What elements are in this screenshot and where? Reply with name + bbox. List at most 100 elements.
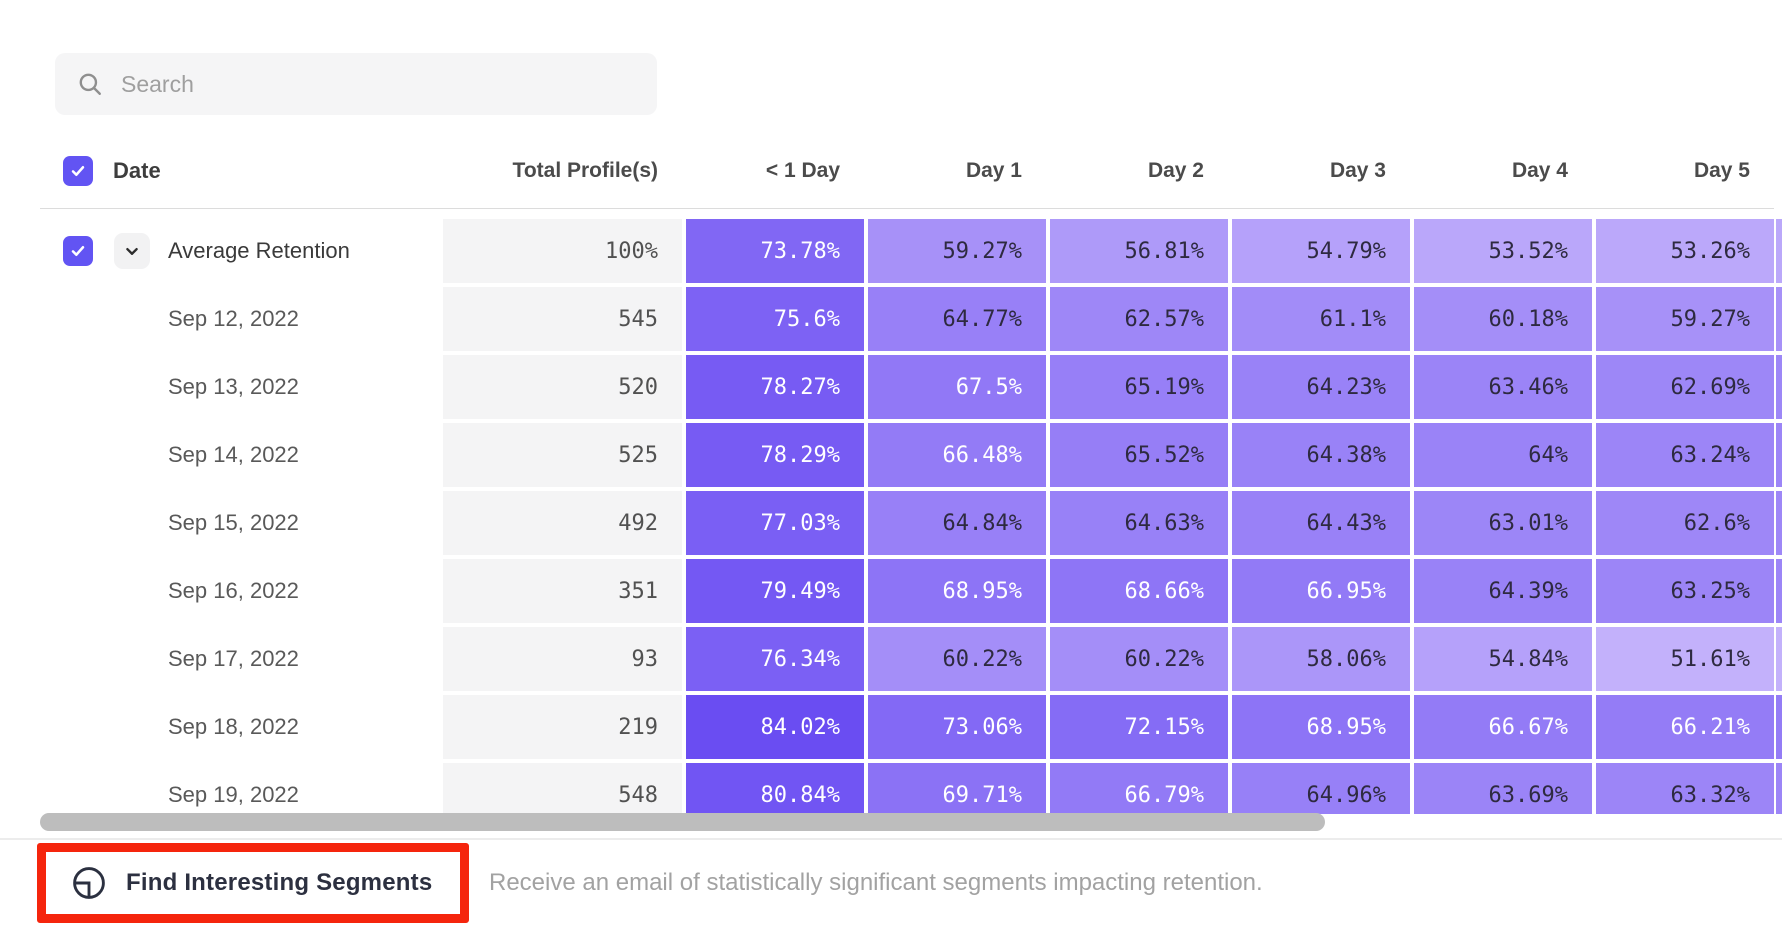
- retention-cell[interactable]: 73.78%: [686, 219, 864, 283]
- retention-cell[interactable]: 60.22%: [1050, 627, 1228, 691]
- retention-table-body: Average Retention 100% 73.78% 59.27% 56.81% 5…: [0, 208, 1782, 814]
- retention-cell[interactable]: 80.84%: [686, 763, 864, 814]
- search-icon: [79, 73, 101, 95]
- retention-cell-clipped: [1776, 423, 1782, 487]
- column-header-day-4[interactable]: Day 4: [1511, 159, 1568, 182]
- retention-cell[interactable]: 62.69%: [1596, 355, 1774, 419]
- retention-cell[interactable]: 63.46%: [1414, 355, 1592, 419]
- retention-cell[interactable]: 59.27%: [1596, 287, 1774, 351]
- retention-cell[interactable]: 62.57%: [1050, 287, 1228, 351]
- retention-cell[interactable]: 64.84%: [868, 491, 1046, 555]
- total-profiles-cell: 93: [443, 627, 682, 691]
- retention-cell-clipped: [1776, 695, 1782, 759]
- check-icon: [71, 166, 85, 176]
- retention-cell[interactable]: 66.79%: [1050, 763, 1228, 814]
- retention-cell[interactable]: 64.23%: [1232, 355, 1410, 419]
- retention-cell[interactable]: 77.03%: [686, 491, 864, 555]
- retention-cell[interactable]: 63.25%: [1596, 559, 1774, 623]
- row-date-label: Sep 12, 2022: [168, 306, 299, 331]
- retention-cell[interactable]: 62.6%: [1596, 491, 1774, 555]
- search-box[interactable]: [55, 53, 657, 115]
- row-date-label: Sep 13, 2022: [168, 374, 299, 399]
- retention-cell[interactable]: 67.5%: [868, 355, 1046, 419]
- retention-cell[interactable]: 66.67%: [1414, 695, 1592, 759]
- column-header-lt-1-day[interactable]: < 1 Day: [765, 159, 840, 182]
- retention-cell[interactable]: 56.81%: [1050, 219, 1228, 283]
- row-date-label: Sep 15, 2022: [168, 510, 299, 535]
- total-profiles-cell: 525: [443, 423, 682, 487]
- total-profiles-cell: 100%: [443, 219, 682, 283]
- retention-cell[interactable]: 53.26%: [1596, 219, 1774, 283]
- row-date-label: Sep 14, 2022: [168, 442, 299, 467]
- segments-button-label: Find Interesting Segments: [126, 869, 433, 896]
- column-header-date[interactable]: Date: [113, 158, 161, 183]
- retention-cell[interactable]: 84.02%: [686, 695, 864, 759]
- column-header-day-1[interactable]: Day 1: [965, 159, 1022, 182]
- retention-cell[interactable]: 60.22%: [868, 627, 1046, 691]
- retention-cell-clipped: [1776, 559, 1782, 623]
- retention-cell[interactable]: 64.96%: [1232, 763, 1410, 814]
- total-profiles-cell: 520: [443, 355, 682, 419]
- row-checkbox[interactable]: [63, 236, 93, 266]
- retention-cell[interactable]: 64.63%: [1050, 491, 1228, 555]
- retention-cell[interactable]: 69.71%: [868, 763, 1046, 814]
- column-header-day-2[interactable]: Day 2: [1147, 159, 1204, 182]
- column-header-day-5[interactable]: Day 5: [1693, 159, 1750, 182]
- retention-cell[interactable]: 76.34%: [686, 627, 864, 691]
- retention-cell-clipped: [1776, 763, 1782, 814]
- retention-cell[interactable]: 63.24%: [1596, 423, 1774, 487]
- retention-cell[interactable]: 73.06%: [868, 695, 1046, 759]
- retention-cell[interactable]: 64.43%: [1232, 491, 1410, 555]
- retention-cell[interactable]: 61.1%: [1232, 287, 1410, 351]
- average-retention-label: Average Retention: [168, 238, 350, 263]
- retention-cell[interactable]: 54.84%: [1414, 627, 1592, 691]
- total-profiles-cell: 548: [443, 763, 682, 814]
- retention-cell[interactable]: 68.95%: [868, 559, 1046, 623]
- select-all-checkbox[interactable]: [63, 156, 93, 186]
- chevron-down-icon: [126, 247, 138, 255]
- retention-cell[interactable]: 64.38%: [1232, 423, 1410, 487]
- section-divider: [0, 838, 1782, 840]
- retention-cell[interactable]: 66.21%: [1596, 695, 1774, 759]
- table-top-border: [40, 208, 1774, 209]
- retention-cell-clipped: [1776, 355, 1782, 419]
- retention-cell[interactable]: 65.19%: [1050, 355, 1228, 419]
- retention-cell-clipped: [1776, 287, 1782, 351]
- retention-cell[interactable]: 68.66%: [1050, 559, 1228, 623]
- horizontal-scrollbar-thumb[interactable]: [40, 813, 1325, 831]
- retention-cell[interactable]: 63.01%: [1414, 491, 1592, 555]
- retention-cell[interactable]: 75.6%: [686, 287, 864, 351]
- segments-description: Receive an email of statistically signif…: [489, 869, 1263, 896]
- retention-cell[interactable]: 78.27%: [686, 355, 864, 419]
- find-interesting-segments-button[interactable]: Find Interesting Segments: [46, 866, 432, 900]
- retention-cell[interactable]: 78.29%: [686, 423, 864, 487]
- row-date-label: Sep 16, 2022: [168, 578, 299, 603]
- retention-cell-clipped: [1776, 491, 1782, 555]
- column-header-total-profiles[interactable]: Total Profile(s): [512, 159, 658, 182]
- expand-row-button[interactable]: [114, 233, 150, 269]
- row-date-label: Sep 18, 2022: [168, 714, 299, 739]
- row-date-label: Sep 17, 2022: [168, 646, 299, 671]
- segments-icon: [73, 867, 105, 899]
- retention-cell[interactable]: 79.49%: [686, 559, 864, 623]
- retention-cell[interactable]: 65.52%: [1050, 423, 1228, 487]
- retention-cell-clipped: [1776, 627, 1782, 691]
- retention-cell[interactable]: 59.27%: [868, 219, 1046, 283]
- row-date-label: Sep 19, 2022: [168, 782, 299, 807]
- retention-cell[interactable]: 63.69%: [1414, 763, 1592, 814]
- retention-cell[interactable]: 66.48%: [868, 423, 1046, 487]
- retention-cell[interactable]: 51.61%: [1596, 627, 1774, 691]
- retention-cell[interactable]: 60.18%: [1414, 287, 1592, 351]
- retention-cell[interactable]: 64%: [1414, 423, 1592, 487]
- retention-cell[interactable]: 72.15%: [1050, 695, 1228, 759]
- retention-cell[interactable]: 66.95%: [1232, 559, 1410, 623]
- column-header-day-3[interactable]: Day 3: [1329, 159, 1386, 182]
- retention-cell[interactable]: 58.06%: [1232, 627, 1410, 691]
- retention-cell[interactable]: 54.79%: [1232, 219, 1410, 283]
- retention-cell[interactable]: 64.77%: [868, 287, 1046, 351]
- search-input[interactable]: [121, 70, 635, 98]
- retention-cell[interactable]: 64.39%: [1414, 559, 1592, 623]
- retention-cell[interactable]: 68.95%: [1232, 695, 1410, 759]
- retention-cell[interactable]: 63.32%: [1596, 763, 1774, 814]
- retention-cell[interactable]: 53.52%: [1414, 219, 1592, 283]
